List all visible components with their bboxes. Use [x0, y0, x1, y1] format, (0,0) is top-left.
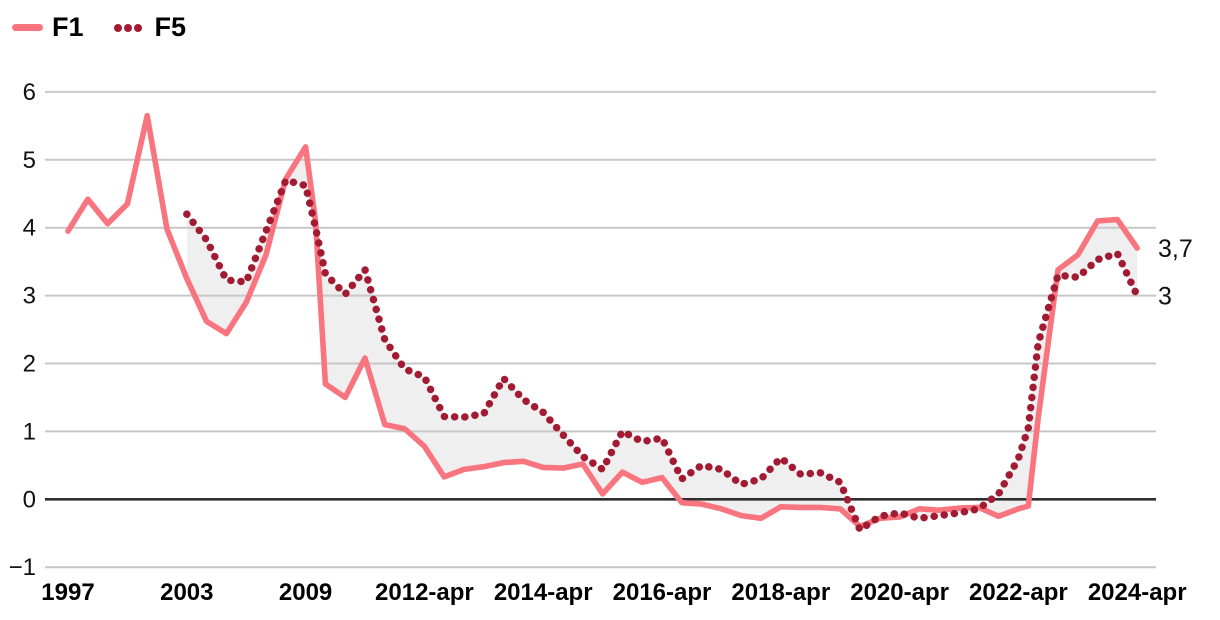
legend-item-f1: F1 — [12, 14, 84, 41]
x-tick-label-2009: 2009 — [279, 579, 332, 606]
f1-f5-gap-band — [186, 146, 1138, 530]
y-tick-label-0: 0 — [23, 486, 36, 513]
legend-item-f5: F5 — [113, 12, 187, 42]
x-tick-label-2003: 2003 — [160, 579, 213, 606]
y-tick-label-5: 5 — [23, 147, 36, 174]
y-tick-label-4: 4 — [23, 215, 36, 242]
f5-end-value-label: 3 — [1158, 283, 1172, 311]
f5-dotted-line — [183, 176, 1141, 534]
legend-label-f5: F5 — [154, 12, 187, 42]
y-tick-label-2: 2 — [23, 351, 36, 378]
x-tick-label-1997: 1997 — [41, 579, 94, 606]
y-tick-label-3: 3 — [23, 283, 36, 310]
legend-label-f1: F1 — [52, 12, 84, 42]
x-tick-label-2016-apr: 2016-apr — [613, 579, 712, 606]
f1-line-swatch-icon — [12, 24, 43, 31]
y-tick-label-6: 6 — [23, 79, 36, 106]
x-tick-label-2024-apr: 2024-apr — [1088, 579, 1187, 606]
legend: F1 F5 — [12, 14, 186, 41]
y-tick-label--1: −1 — [9, 554, 36, 581]
x-tick-label-2014-apr: 2014-apr — [494, 579, 593, 606]
x-tick-label-2018-apr: 2018-apr — [731, 579, 830, 606]
x-tick-label-2022-apr: 2022-apr — [969, 579, 1068, 606]
f5-dots-swatch-icon — [113, 23, 144, 32]
x-tick-label-2020-apr: 2020-apr — [850, 579, 949, 606]
x-tick-label-2012-apr: 2012-apr — [375, 579, 474, 606]
f1-end-value-label: 3,7 — [1158, 235, 1193, 263]
y-tick-label-1: 1 — [23, 418, 36, 445]
